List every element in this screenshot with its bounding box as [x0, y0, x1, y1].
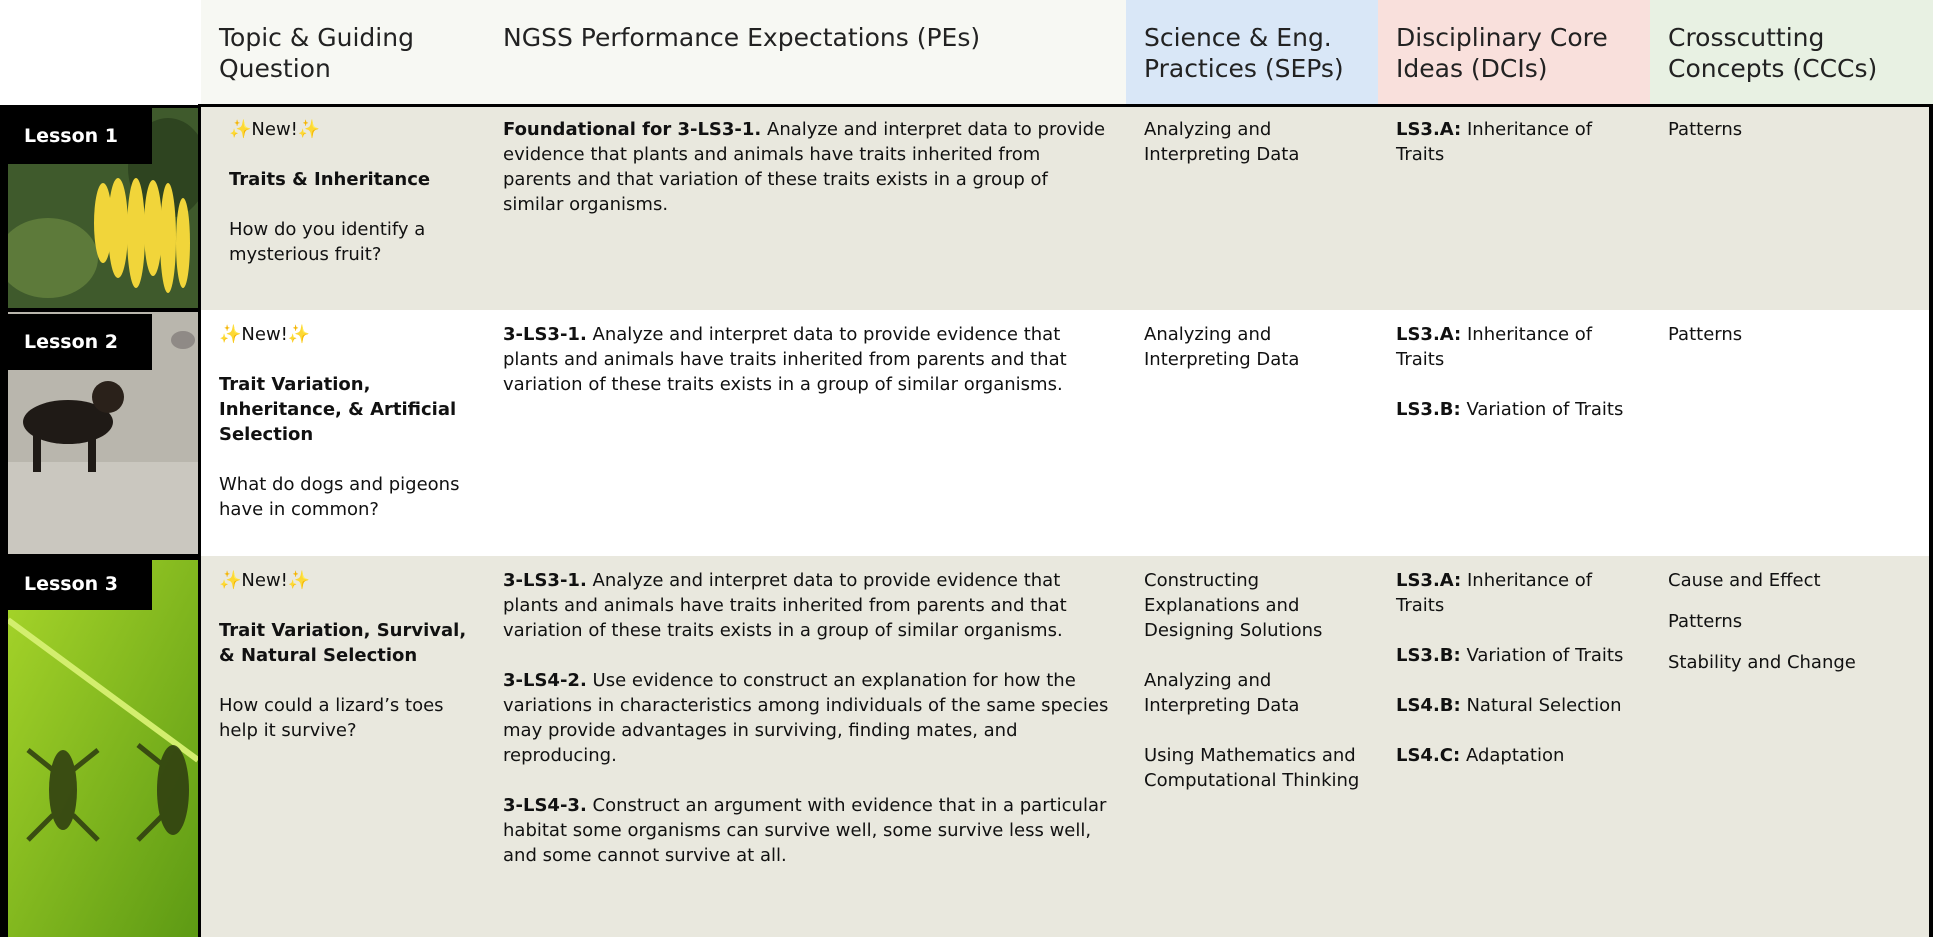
core-idea: LS3.A: Inheritance of Traits [1396, 568, 1636, 618]
pe-text: Analyze and interpret data to provide ev… [503, 119, 1106, 215]
cell: LS3.A: Inheritance of Traits LS3.B: Varia… [1378, 310, 1650, 556]
dci-text: Variation of Traits [1466, 645, 1624, 666]
dci-code: LS3.A: [1396, 119, 1462, 140]
lesson-label: Lesson 3 [6, 557, 152, 610]
cell: 3-LS3-1. Analyze and interpret data to p… [485, 556, 1126, 937]
lesson-label: Lesson 2 [6, 314, 152, 370]
cell: Foundational for 3-LS3-1. Analyze and in… [485, 105, 1126, 310]
practice: Analyzing and Interpreting Data [1144, 670, 1300, 716]
practice: Using Mathematics and Computational Thin… [1144, 745, 1360, 791]
crosscutting-concept: Patterns [1668, 119, 1743, 140]
cell: Analyzing and Interpreting Data [1126, 105, 1378, 310]
pe-text: Construct an argument with evidence that… [503, 795, 1107, 866]
topic: Trait Variation, Inheritance, & Artifici… [219, 374, 457, 445]
pe-code: 3-LS4-2. [503, 670, 587, 691]
dci-text: Inheritance of Traits [1396, 119, 1593, 165]
cell: Patterns [1650, 105, 1933, 310]
column-header: NGSS Performance Expectations (PEs) [485, 0, 1126, 105]
topic: Trait Variation, Survival, & Natural Sel… [219, 620, 467, 666]
column-header: Crosscutting Concepts (CCCs) [1650, 0, 1933, 105]
column-header: Disciplinary Core Ideas (DCIs) [1378, 0, 1650, 105]
lesson-label: Lesson 1 [6, 108, 152, 164]
pe-code: 3-LS3-1. [503, 324, 587, 345]
performance-expectation: 3-LS3-1. Analyze and interpret data to p… [503, 568, 1112, 643]
guiding-question: How could a lizard’s toes help it surviv… [219, 695, 444, 741]
badge: ✨New!✨ [229, 119, 321, 140]
pe-text: Analyze and interpret data to provide ev… [503, 570, 1067, 641]
lesson-image [8, 312, 198, 554]
topic: Traits & Inheritance [229, 169, 431, 190]
crosscutting-concept: Patterns [1668, 324, 1743, 345]
cell: Analyzing and Interpreting Data [1126, 310, 1378, 556]
dci-text: Inheritance of Traits [1396, 324, 1593, 370]
row-background [201, 556, 1933, 937]
pe-text: Analyze and interpret data to provide ev… [503, 324, 1067, 395]
cell: Cause and Effect Patterns Stability and Ch… [1650, 556, 1933, 937]
practice: Analyzing and Interpreting Data [1144, 119, 1300, 165]
crosscutting-concept: Patterns [1668, 611, 1743, 632]
cell: 3-LS3-1. Analyze and interpret data to p… [485, 310, 1126, 556]
guiding-question: What do dogs and pigeons have in common? [219, 474, 460, 520]
core-idea: LS3.B: Variation of Traits [1396, 643, 1636, 668]
cell: Constructing Explanations and Designing … [1126, 556, 1378, 937]
cell: LS3.A: Inheritance of Traits [1378, 105, 1650, 310]
core-idea: LS3.A: Inheritance of Traits [1396, 322, 1636, 372]
dci-code: LS3.B: [1396, 399, 1461, 420]
dci-text: Variation of Traits [1466, 399, 1624, 420]
dci-text: Natural Selection [1466, 695, 1622, 716]
core-idea: LS3.A: Inheritance of Traits [1396, 117, 1636, 167]
core-idea: LS3.B: Variation of Traits [1396, 397, 1636, 422]
column-header: Topic & Guiding Question [201, 0, 485, 105]
column-header: Science & Eng. Practices (SEPs) [1126, 0, 1378, 105]
performance-expectation: Foundational for 3-LS3-1. Analyze and in… [503, 117, 1112, 217]
crosscutting-concept: Stability and Change [1668, 652, 1856, 673]
cell: Patterns [1650, 310, 1933, 556]
dci-code: LS3.A: [1396, 324, 1462, 345]
dci-text: Inheritance of Traits [1396, 570, 1593, 616]
pe-code: 3-LS3-1. [503, 570, 587, 591]
performance-expectation: 3-LS3-1. Analyze and interpret data to p… [503, 322, 1112, 397]
row-background [201, 105, 1933, 310]
dci-code: LS4.C: [1396, 745, 1461, 766]
performance-expectation: 3-LS4-3. Construct an argument with evid… [503, 793, 1112, 868]
cell: ✨New!✨ Traits & Inheritance How do you ide… [201, 105, 485, 310]
cell: LS3.A: Inheritance of Traits LS3.B: Varia… [1378, 556, 1650, 937]
crosscutting-concept: Cause and Effect [1668, 570, 1821, 591]
pe-code: Foundational for 3-LS3-1. [503, 119, 762, 140]
performance-expectation: 3-LS4-2. Use evidence to construct an ex… [503, 668, 1112, 768]
core-idea: LS4.C: Adaptation [1396, 743, 1636, 768]
table-border [198, 104, 1933, 937]
dci-code: LS3.A: [1396, 570, 1462, 591]
practice: Constructing Explanations and Designing … [1144, 570, 1323, 641]
cell: ✨New!✨ Trait Variation, Survival, & Natur… [201, 556, 485, 937]
badge: ✨New!✨ [219, 324, 311, 345]
dci-code: LS3.B: [1396, 645, 1461, 666]
core-idea: LS4.B: Natural Selection [1396, 693, 1636, 718]
guiding-question: How do you identify a mysterious fruit? [229, 219, 426, 265]
dci-text: Adaptation [1465, 745, 1565, 766]
dci-code: LS4.B: [1396, 695, 1461, 716]
pe-code: 3-LS4-3. [503, 795, 587, 816]
pe-text: Use evidence to construct an explanation… [503, 670, 1109, 766]
badge: ✨New!✨ [219, 570, 311, 591]
practice: Analyzing and Interpreting Data [1144, 324, 1300, 370]
cell: ✨New!✨ Trait Variation, Inheritance, & Ar… [201, 310, 485, 556]
lesson-image [8, 560, 198, 937]
row-background [201, 310, 1933, 556]
